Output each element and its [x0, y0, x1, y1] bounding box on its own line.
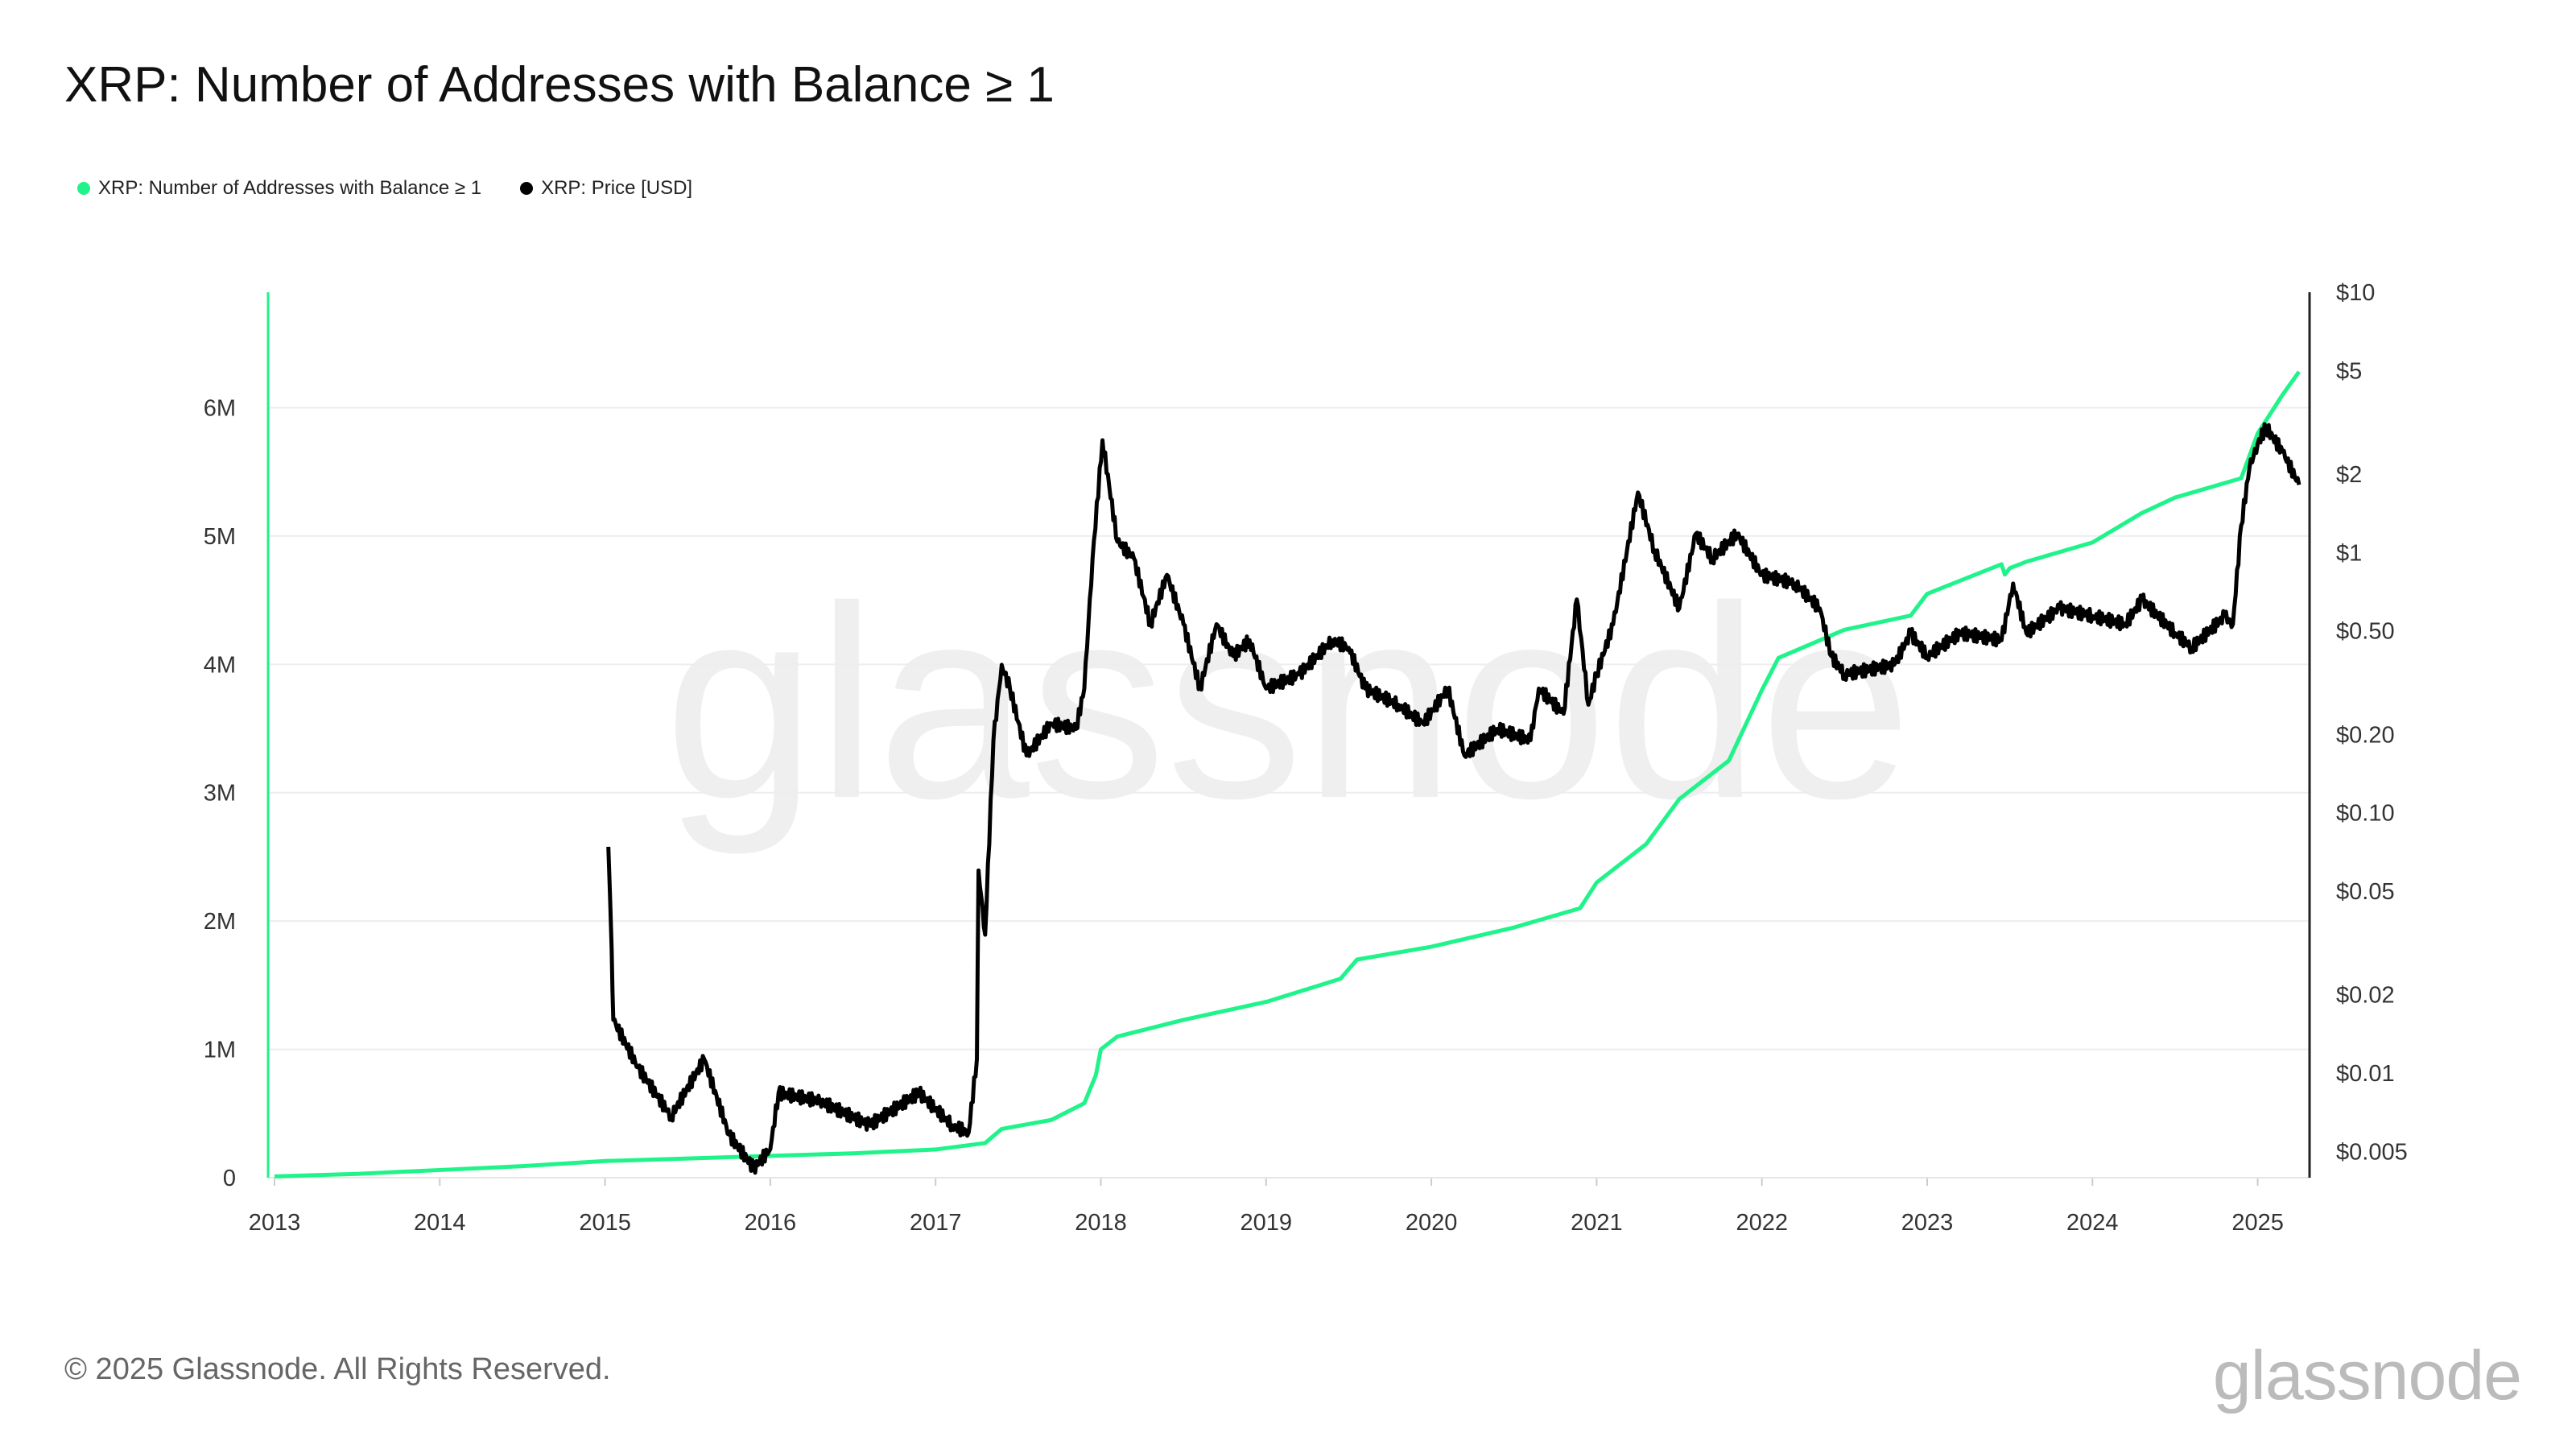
- y-left-tick-label: 4M: [204, 652, 236, 678]
- x-tick-label: 2018: [1075, 1210, 1127, 1236]
- y-right-tick-label: $10: [2336, 280, 2375, 306]
- x-tick-label: 2025: [2231, 1210, 2284, 1236]
- x-tick-label: 2023: [1901, 1210, 1954, 1236]
- y-left-tick-label: 5M: [204, 524, 236, 550]
- x-tick-label: 2019: [1241, 1210, 1293, 1236]
- y-left-tick-label: 1M: [204, 1038, 236, 1063]
- price-line: [606, 422, 2301, 1175]
- y-left-tick-label: 2M: [204, 909, 236, 935]
- y-right-tick-label: $0.10: [2336, 801, 2395, 827]
- y-left-tick-label: 3M: [204, 781, 236, 807]
- x-tick-label: 2020: [1406, 1210, 1458, 1236]
- copyright-footer: © 2025 Glassnode. All Rights Reserved.: [64, 1352, 611, 1386]
- y-right-tick-label: $0.005: [2336, 1139, 2408, 1165]
- legend: XRP: Number of Addresses with Balance ≥ …: [77, 177, 692, 200]
- y-right-tick-label: $0.50: [2336, 619, 2395, 645]
- x-tick-label: 2016: [745, 1210, 797, 1236]
- x-tick-label: 2015: [579, 1210, 631, 1236]
- x-tick-label: 2021: [1571, 1210, 1623, 1236]
- x-tick-label: 2017: [910, 1210, 962, 1236]
- x-tick-label: 2014: [414, 1210, 466, 1236]
- glassnode-logo: glassnode: [2212, 1337, 2522, 1414]
- legend-label: XRP: Price [USD]: [541, 177, 693, 199]
- y-right-tick-label: $0.02: [2336, 983, 2395, 1009]
- y-left-tick-label: 6M: [204, 395, 236, 421]
- legend-dot-icon: [77, 182, 90, 195]
- y-left-tick-label: 0: [223, 1166, 236, 1191]
- chart-title: XRP: Number of Addresses with Balance ≥ …: [64, 57, 1055, 113]
- y-right-tick-label: $5: [2336, 358, 2362, 384]
- y-right-tick-label: $0.20: [2336, 722, 2395, 748]
- y-right-tick-label: $1: [2336, 540, 2362, 566]
- legend-dot-icon: [520, 182, 534, 195]
- watermark: glassnode: [664, 550, 1912, 857]
- x-tick-label: 2013: [249, 1210, 301, 1236]
- y-right-tick-label: $2: [2336, 462, 2362, 488]
- legend-item-price[interactable]: XRP: Price [USD]: [520, 177, 692, 200]
- addresses-line: [274, 370, 2301, 1179]
- x-tick-label: 2024: [2066, 1210, 2119, 1236]
- y-right-tick-label: $0.01: [2336, 1061, 2395, 1087]
- x-tick-label: 2022: [1736, 1210, 1788, 1236]
- legend-label: XRP: Number of Addresses with Balance ≥ …: [98, 177, 482, 199]
- y-right-tick-label: $0.05: [2336, 879, 2395, 905]
- legend-item-addresses[interactable]: XRP: Number of Addresses with Balance ≥ …: [77, 177, 481, 200]
